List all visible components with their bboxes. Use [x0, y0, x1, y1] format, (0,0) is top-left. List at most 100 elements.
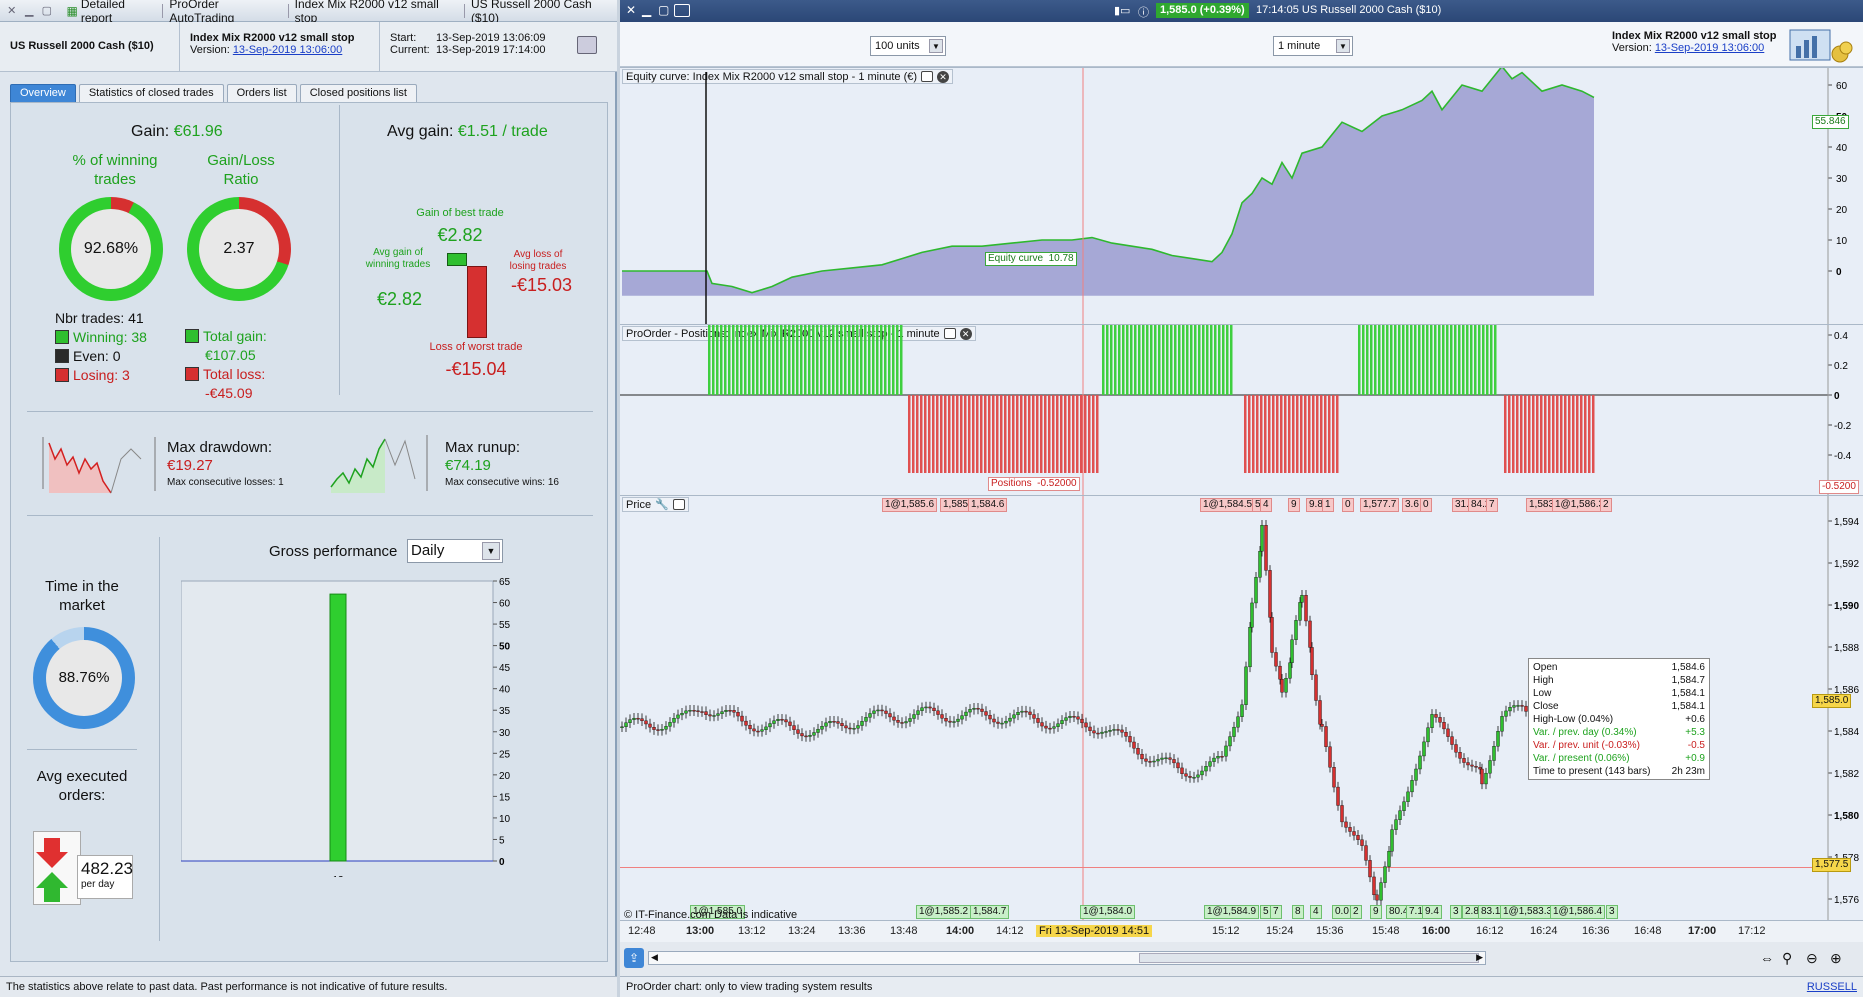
- tab-statistics[interactable]: Statistics of closed trades: [78, 84, 224, 102]
- position-long: [1174, 325, 1177, 395]
- minimize-icon[interactable]: ▁: [642, 3, 652, 17]
- candle: [860, 721, 864, 726]
- keyboard-icon[interactable]: [674, 4, 690, 17]
- candle: [1248, 627, 1252, 668]
- order-tag: 1@1,586.4: [1550, 905, 1606, 919]
- version-link[interactable]: 13-Sep-2019 13:06:00: [232, 44, 343, 56]
- candle: [1096, 732, 1100, 735]
- position-long: [844, 325, 847, 395]
- print-icon[interactable]: [577, 36, 597, 54]
- horizontal-scrollbar[interactable]: ◀ ▶: [648, 951, 1486, 965]
- fit-icon[interactable]: ⇔: [1760, 950, 1774, 966]
- time-tick: 16:36: [1582, 925, 1610, 937]
- version-link-right[interactable]: 13-Sep-2019 13:06:00: [1654, 42, 1765, 54]
- price-ytick: 1,586: [1834, 685, 1859, 696]
- position-long: [1202, 325, 1205, 395]
- gross-ytick: 10: [499, 814, 511, 825]
- maximize-icon[interactable]: ▢: [658, 3, 670, 17]
- zoom-fit-icon[interactable]: ⚲: [1782, 950, 1793, 966]
- chevron-down-icon[interactable]: ▼: [929, 39, 943, 53]
- candle: [1132, 741, 1136, 749]
- share-icon[interactable]: ⇪: [624, 948, 644, 968]
- scroll-right-icon[interactable]: ▶: [1476, 952, 1483, 962]
- close-icon[interactable]: ✕: [937, 70, 950, 83]
- position-long: [1138, 325, 1141, 395]
- gross-perf-select[interactable]: Daily ▼: [407, 539, 503, 563]
- report-header: US Russell 2000 Cash ($10) Index Mix R20…: [0, 22, 617, 72]
- layout-icon[interactable]: ▮▭: [1114, 5, 1131, 17]
- position-short: [1548, 395, 1551, 473]
- ticker-link[interactable]: RUSSELL: [1806, 981, 1857, 993]
- scroll-thumb[interactable]: [1139, 953, 1479, 963]
- candle: [1100, 731, 1104, 734]
- price-ytick: 1,576: [1834, 895, 1859, 906]
- position-long: [860, 325, 863, 395]
- position-short: [912, 395, 915, 473]
- total-gain-label: Total gain:: [203, 328, 267, 344]
- ttp-value: 2h 23m: [1671, 766, 1705, 777]
- chevron-down-icon[interactable]: ▼: [1336, 39, 1350, 53]
- position-short: [1036, 395, 1039, 473]
- position-long: [852, 325, 855, 395]
- candle: [1360, 839, 1364, 846]
- position-short: [1012, 395, 1015, 473]
- position-long: [1442, 325, 1445, 395]
- candle: [1044, 725, 1048, 729]
- scroll-left-icon[interactable]: ◀: [651, 952, 658, 962]
- price-chart: 1,594 1,592 1,590 1,588 1,586 1,584 1,582 1,580…: [620, 496, 1859, 921]
- candle: [1254, 577, 1258, 604]
- position-short: [1528, 395, 1531, 473]
- window-icon[interactable]: [943, 328, 956, 339]
- candle: [1196, 774, 1200, 778]
- right-status-bar: ProOrder chart: only to view trading sys…: [620, 976, 1863, 997]
- close-icon[interactable]: ✕: [626, 3, 637, 17]
- worst-trade-label: Loss of worst trade: [429, 341, 523, 353]
- tab-overview[interactable]: Overview: [10, 84, 76, 102]
- minimize-icon[interactable]: ▁: [25, 4, 34, 17]
- position-short: [956, 395, 959, 473]
- position-short: [928, 395, 931, 473]
- instrument-name: US Russell 2000 Cash ($10): [0, 22, 180, 72]
- chevron-down-icon[interactable]: ▼: [482, 542, 500, 560]
- info-icon[interactable]: ⓘ: [1138, 7, 1149, 19]
- close-value: 1,584.1: [1671, 701, 1705, 712]
- ttp-label: Time to present (143 bars): [1533, 766, 1651, 777]
- candle: [1012, 714, 1016, 719]
- close-icon[interactable]: ✕: [959, 327, 972, 340]
- high-value: 1,584.7: [1671, 675, 1705, 686]
- titlebar-item-0: Detailed report: [80, 0, 125, 25]
- candle: [1352, 831, 1356, 836]
- candle: [1516, 705, 1520, 707]
- zoom-out-icon[interactable]: ⊖: [1806, 950, 1818, 966]
- candle: [988, 714, 992, 720]
- tab-closed-positions[interactable]: Closed positions list: [299, 84, 417, 102]
- candle: [1340, 805, 1344, 823]
- units-select[interactable]: 100 units ▼: [870, 36, 946, 56]
- zoom-in-icon[interactable]: ⊕: [1830, 950, 1842, 966]
- window-icon[interactable]: [921, 71, 934, 82]
- candle: [1112, 729, 1116, 731]
- candle: [1406, 791, 1410, 802]
- titlebar-item-1: ProOrder AutoTrading: [169, 0, 235, 25]
- close-icon[interactable]: ✕: [7, 4, 17, 17]
- maximize-icon[interactable]: ▢: [41, 4, 52, 17]
- position-long: [796, 325, 799, 395]
- window-icon[interactable]: [672, 499, 685, 510]
- tab-orders-list[interactable]: Orders list: [226, 84, 297, 102]
- position-short: [1256, 395, 1259, 473]
- position-long: [808, 325, 811, 395]
- wrench-icon[interactable]: 🔧: [655, 498, 669, 511]
- position-short: [1584, 395, 1587, 473]
- position-long: [736, 325, 739, 395]
- candle: [948, 720, 952, 723]
- report-chart-icon[interactable]: [1788, 28, 1854, 64]
- candle: [1308, 620, 1312, 648]
- position-short: [1260, 395, 1263, 473]
- gain-value: €61.96: [173, 123, 223, 140]
- equity-ytick: 60: [1836, 81, 1848, 92]
- position-long: [1214, 325, 1217, 395]
- interval-select[interactable]: 1 minute ▼: [1273, 36, 1353, 56]
- order-tag: 9: [1288, 498, 1300, 512]
- low-value: 1,584.1: [1671, 688, 1705, 699]
- gross-ytick: 35: [499, 706, 511, 717]
